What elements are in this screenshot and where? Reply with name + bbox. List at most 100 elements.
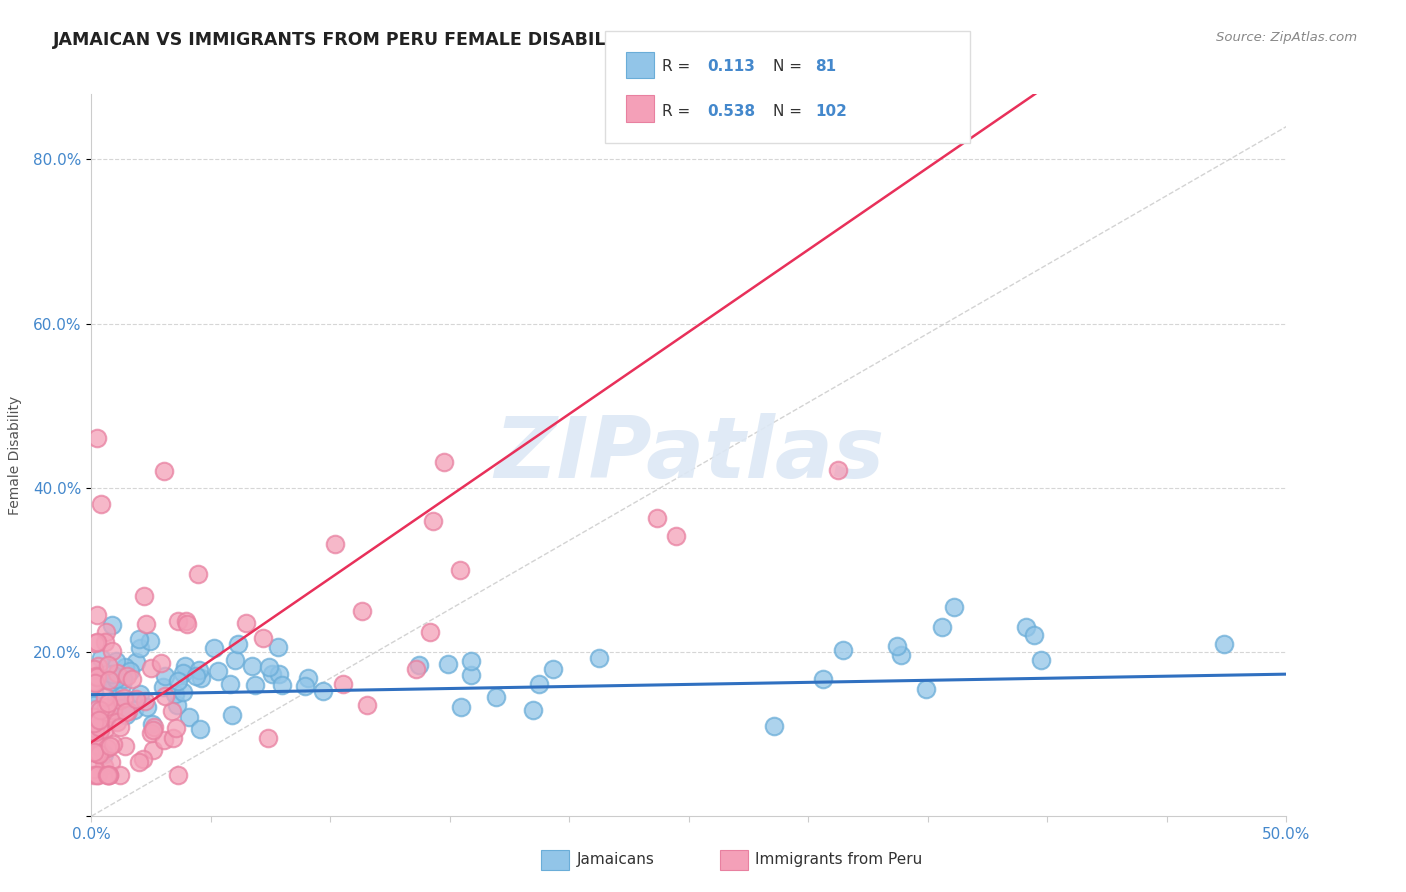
Point <box>94 635 117 649</box>
Point <box>112 691 135 706</box>
Point <box>87 747 110 761</box>
Point <box>139 660 162 674</box>
Point <box>97 768 120 782</box>
Point <box>100 667 122 681</box>
Point <box>142 723 165 737</box>
Point <box>125 655 148 669</box>
Point <box>83 745 105 759</box>
Text: ZIPatlas: ZIPatlas <box>494 413 884 497</box>
Point <box>84 669 107 683</box>
Point <box>105 654 128 668</box>
Point <box>460 654 482 668</box>
Point <box>1015 620 1038 634</box>
Point <box>522 703 544 717</box>
Point <box>115 669 138 683</box>
Point <box>450 700 472 714</box>
Point <box>174 615 197 629</box>
Point <box>86 674 108 689</box>
Text: R =: R = <box>662 104 696 119</box>
Point <box>107 666 129 681</box>
Point <box>83 674 105 689</box>
Point <box>105 714 128 729</box>
Point <box>890 648 912 662</box>
Point <box>93 758 115 772</box>
Point <box>224 653 246 667</box>
Point <box>827 463 849 477</box>
Point <box>166 768 188 782</box>
Point <box>100 739 122 754</box>
Point <box>190 672 212 686</box>
Point <box>262 667 284 681</box>
Point <box>87 713 110 727</box>
Point <box>89 703 111 717</box>
Point <box>83 698 105 712</box>
Point <box>257 731 280 745</box>
Point <box>202 641 225 656</box>
Point <box>132 589 155 603</box>
Point <box>128 641 150 656</box>
Point <box>943 599 966 614</box>
Point <box>356 698 378 712</box>
Point <box>226 637 249 651</box>
Point <box>103 703 125 717</box>
Point <box>419 624 441 639</box>
Point <box>115 705 138 719</box>
Point <box>449 562 471 576</box>
Point <box>588 650 610 665</box>
Point <box>243 677 266 691</box>
Point <box>312 684 335 698</box>
Point <box>167 674 190 689</box>
Point <box>84 636 107 650</box>
Point <box>134 694 156 708</box>
Point <box>665 528 688 542</box>
Point <box>118 664 141 678</box>
Point <box>111 678 134 692</box>
Point <box>96 768 118 782</box>
Point <box>460 667 482 681</box>
Point <box>97 768 120 782</box>
Point <box>267 666 290 681</box>
Point <box>163 687 186 701</box>
Point <box>94 690 117 704</box>
Point <box>128 632 150 646</box>
Point <box>87 707 110 722</box>
Point <box>433 455 456 469</box>
Point <box>240 658 263 673</box>
Point <box>97 657 120 672</box>
Point <box>83 716 105 731</box>
Point <box>108 693 131 707</box>
Text: Source: ZipAtlas.com: Source: ZipAtlas.com <box>1216 31 1357 45</box>
Point <box>114 660 136 674</box>
Point <box>125 692 148 706</box>
Point <box>89 713 111 727</box>
Point <box>86 746 108 760</box>
Point <box>100 644 122 658</box>
Point <box>129 686 152 700</box>
Point <box>188 722 211 736</box>
Point <box>350 604 373 618</box>
Point <box>173 658 195 673</box>
Point <box>86 767 108 781</box>
Point <box>1022 628 1045 642</box>
Point <box>166 698 188 713</box>
Point <box>97 696 120 710</box>
Point <box>143 720 166 734</box>
Point <box>762 719 785 733</box>
Point <box>83 762 105 776</box>
Point <box>128 755 150 769</box>
Point <box>100 674 122 689</box>
Point <box>931 620 953 634</box>
Point <box>84 676 107 690</box>
Point <box>267 640 290 654</box>
Point <box>485 690 508 704</box>
Point <box>1213 637 1236 651</box>
Point <box>86 702 108 716</box>
Point <box>152 681 174 695</box>
Point <box>153 733 176 747</box>
Point <box>408 657 430 672</box>
Point <box>332 677 354 691</box>
Text: Jamaicans: Jamaicans <box>576 853 654 867</box>
Text: 0.538: 0.538 <box>707 104 755 119</box>
Point <box>117 704 139 718</box>
Point <box>153 690 176 704</box>
